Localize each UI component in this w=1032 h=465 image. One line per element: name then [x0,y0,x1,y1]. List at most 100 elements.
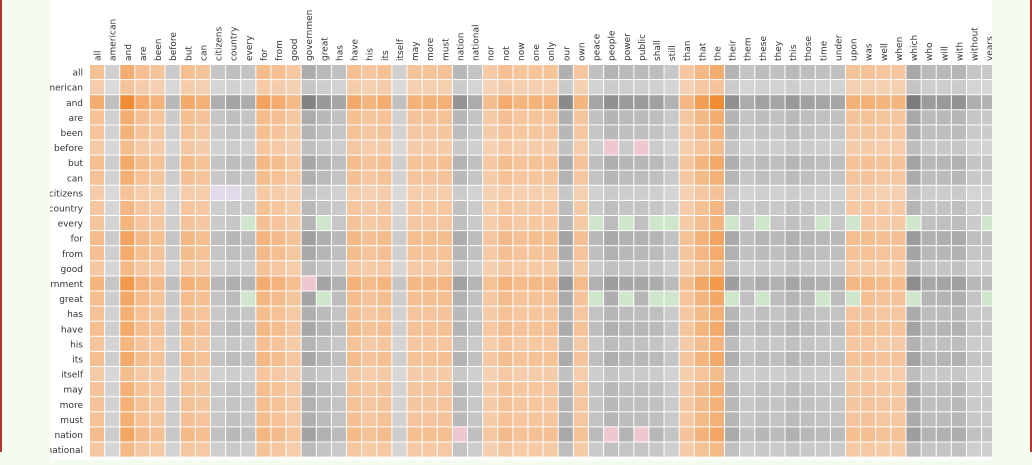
cell-and-now [513,95,528,110]
cell-may-when [891,382,906,397]
cell-great-when [891,291,906,306]
cell-his-may [407,336,422,351]
cell-and-american [105,95,120,110]
cell-has-citizens [210,306,226,321]
cell-government-with [951,276,966,291]
cell-all-who [921,65,936,80]
cell-can-who [921,170,936,185]
toolbar-strip [50,0,992,10]
cell-from-peace [588,246,604,261]
cell-national-citizens [210,442,226,457]
cell-from-when [891,246,906,261]
cell-been-government [301,125,316,140]
cell-all-shall [649,65,664,80]
cell-may-own [573,382,588,397]
cell-nation-people [604,427,619,442]
cell-american-upon [846,80,861,95]
cell-its-upon [846,351,861,366]
cell-and-was [861,95,876,110]
cell-been-own [573,125,588,140]
cell-must-only [543,412,558,427]
cell-american-nation [452,80,467,95]
cell-been-before [165,125,180,140]
cell-every-under [830,216,845,231]
cell-from-them [740,246,755,261]
cell-before-nor [483,140,498,155]
cell-must-are [135,412,150,427]
cell-been-not [498,125,513,140]
col-label-people: people [608,30,618,61]
cell-for-than [679,231,694,246]
cell-more-who [921,397,936,412]
cell-must-good [286,412,301,427]
cell-been-for [256,125,271,140]
cell-national-time [815,442,830,457]
cell-government-power [619,276,634,291]
cell-american-its [377,80,392,95]
cell-for-power [619,231,634,246]
cell-have-all [90,321,105,336]
cell-government-may [407,276,422,291]
cell-his-itself [392,336,407,351]
cell-must-have [347,412,362,427]
cell-great-power [619,291,634,306]
cell-national-good [286,442,301,457]
cell-government-well [876,276,891,291]
cell-must-these [755,412,770,427]
cell-from-has [331,246,347,261]
cell-its-one [528,351,543,366]
cell-before-are [135,140,150,155]
cell-great-its [377,291,392,306]
cell-has-years [982,306,997,321]
cell-must-with [951,412,966,427]
cell-before-citizens [210,140,226,155]
cell-itself-peace [588,367,604,382]
cell-been-citizens [210,125,226,140]
col-label-well: well [880,43,890,61]
cell-country-itself [392,200,407,215]
cell-may-government [301,382,316,397]
cell-are-citizens [210,110,226,125]
cell-been-years [982,125,997,140]
cell-country-their [725,200,740,215]
cell-has-has [331,306,347,321]
col-label-than: than [683,41,693,61]
cell-nation-more [422,427,437,442]
cell-government-our [558,276,573,291]
cell-his-every [241,336,256,351]
cell-can-nor [483,170,498,185]
col-label-american: american [109,19,119,61]
cell-but-itself [392,155,407,170]
cell-american-good [286,80,301,95]
cell-before-those [800,140,815,155]
cell-government-people [604,276,619,291]
cell-from-not [498,246,513,261]
cell-may-them [740,382,755,397]
cell-national-years [982,442,997,457]
cell-more-public [634,397,649,412]
cell-citizens-before [165,185,180,200]
cell-its-great [316,351,331,366]
cell-may-people [604,382,619,397]
cell-for-those [800,231,815,246]
cell-country-our [558,200,573,215]
cell-good-shall [649,261,664,276]
cell-for-this [785,231,800,246]
cell-government-years [982,276,997,291]
cell-all-them [740,65,755,80]
cell-country-and [120,200,135,215]
cell-nation-but [180,427,195,442]
cell-his-our [558,336,573,351]
cell-more-before [165,397,180,412]
cell-government-will [936,276,951,291]
cell-nation-public [634,427,649,442]
cell-more-nation [452,397,467,412]
cell-can-more [422,170,437,185]
cell-nation-shall [649,427,664,442]
cell-great-the [709,291,725,306]
cell-national-may [407,442,422,457]
cell-all-they [770,65,785,80]
cell-itself-years [982,367,997,382]
cell-all-public [634,65,649,80]
cell-and-good [286,95,301,110]
